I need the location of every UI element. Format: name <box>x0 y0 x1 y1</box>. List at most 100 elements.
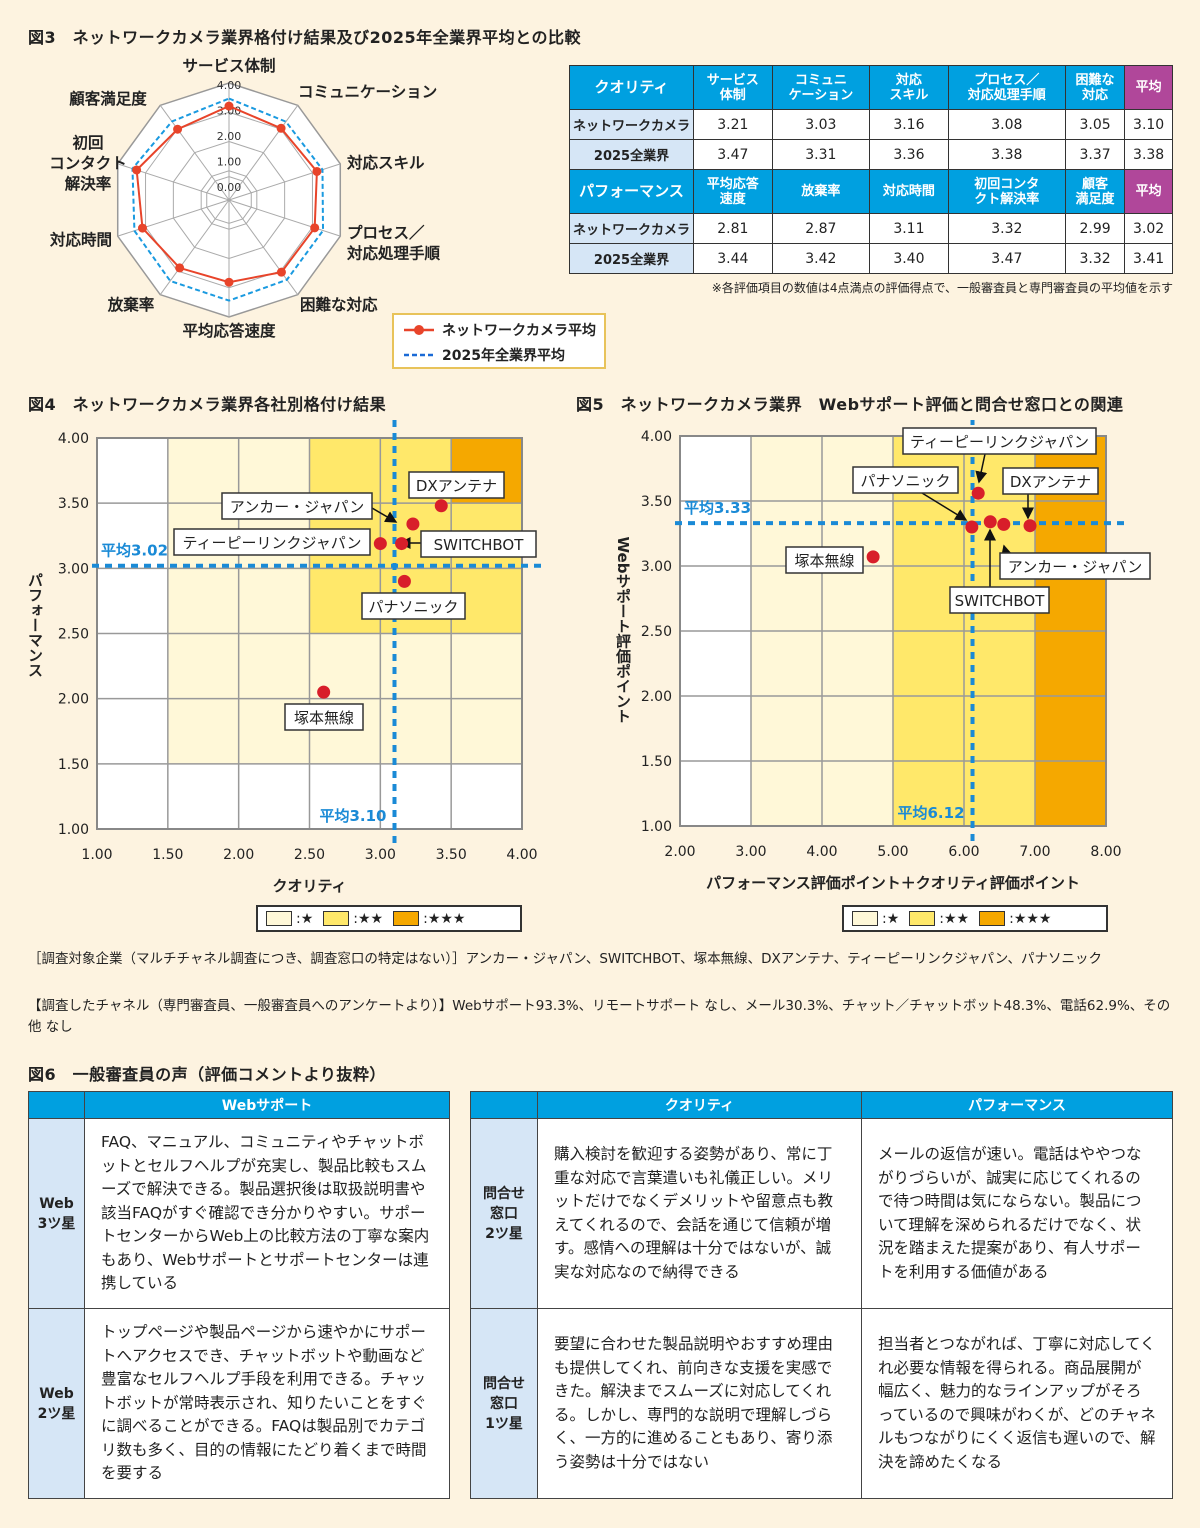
fig3-title: 図3 ネットワークカメラ業界格付け結果及び2025年全業界平均との比較 <box>28 28 582 47</box>
column-header: サービス 体制 <box>693 65 773 110</box>
radar-axis-label-line: 対応処理手順 <box>346 244 441 263</box>
point-label: 塚本無線 <box>294 709 354 727</box>
x-tick-label: 4.00 <box>806 844 837 860</box>
radar-tick-label: 4.00 <box>217 79 242 92</box>
y-tick-label: 1.50 <box>641 754 672 770</box>
data-point <box>173 124 183 134</box>
table-row: 2025全業界 3.44 3.42 3.40 3.47 3.32 3.41 <box>569 243 1173 274</box>
table-row: ネットワークカメラ 2.81 2.87 3.11 3.32 2.99 3.02 <box>569 213 1173 244</box>
point-label-box <box>999 552 1151 580</box>
legend-three-star: :★★★ <box>393 911 465 927</box>
column-header: 困難な 対応 <box>1064 65 1126 110</box>
column-header: 平均 <box>1124 65 1173 110</box>
point-label-box <box>173 528 371 556</box>
point-label: DXアンテナ <box>1010 473 1091 491</box>
table-row: Web 3ツ星 FAQ、マニュアル、コミュニティやチャットボットとセルフヘルプが充… <box>28 1118 450 1309</box>
legend-three-star: :★★★ <box>979 911 1051 927</box>
score-cell: 3.44 <box>693 243 773 274</box>
radar-axis-label-line: 初回 <box>72 133 103 152</box>
x-tick-label: 7.00 <box>1019 844 1050 860</box>
red-line-marker-icon <box>404 325 434 335</box>
series-line-all-industry <box>131 97 325 302</box>
point-label: ティーピーリンクジャパン <box>910 433 1089 451</box>
radar-axis-label: 放棄率 <box>107 295 155 314</box>
score-cell: 3.03 <box>771 109 871 140</box>
score-cell: 2.87 <box>771 213 871 244</box>
data-point <box>406 517 420 531</box>
column-header: 放棄率 <box>771 169 871 214</box>
y-tick-label: 1.00 <box>58 822 89 838</box>
row-label: ネットワークカメラ <box>569 213 694 244</box>
data-point <box>276 123 286 133</box>
average-x-label: 平均3.10 <box>319 807 386 825</box>
data-point <box>132 165 142 175</box>
score-cell: 3.11 <box>869 213 949 244</box>
legend-item-network: ネットワークカメラ平均 <box>402 320 596 340</box>
radar-legend: ネットワークカメラ平均 2025年全業界平均 <box>392 313 606 369</box>
score-cell: 3.36 <box>869 139 949 170</box>
radar-spoke <box>159 199 230 295</box>
x-tick-label: 1.00 <box>81 847 112 863</box>
point-label: 塚本無線 <box>794 552 854 570</box>
quality-header: クオリティ <box>537 1091 862 1119</box>
point-label: パナソニック <box>368 598 458 616</box>
x-tick-label: 3.00 <box>365 847 396 863</box>
radar-tick-label: 0.00 <box>217 181 242 194</box>
x-tick-label: 8.00 <box>1090 844 1121 860</box>
table-row: Web 2ツ星 トップページや製品ページから速やかにサポートへアクセスでき、チャッ… <box>28 1308 450 1499</box>
data-point <box>397 574 411 588</box>
data-point <box>866 550 880 564</box>
radar-axis-label-line: 対応時間 <box>49 230 112 249</box>
average-y-label: 平均3.33 <box>684 499 751 517</box>
radar-axis-label: 初回コンタクト解決率 <box>49 133 127 193</box>
x-tick-label: 3.00 <box>735 844 766 860</box>
callout-arrow <box>921 492 968 521</box>
fig6-contact-table: クオリティ パフォーマンス 問合せ 窓口 2ツ星 購入検討を歓迎する姿勢があり、常に… <box>470 1091 1173 1499</box>
point-label: SWITCHBOT <box>434 536 525 554</box>
x-tick-label: 2.50 <box>294 847 325 863</box>
fig3-note: ※各評価項目の数値は4点満点の評価得点で、一般審査員と専門審査員の平均値を示す <box>711 281 1173 295</box>
y-tick-label: 2.00 <box>58 692 89 708</box>
data-point <box>317 685 331 699</box>
score-cell: 3.40 <box>869 243 949 274</box>
radar-axis-label-line: プロセス／ <box>347 223 425 242</box>
column-header: プロセス／ 対応処理手順 <box>947 65 1066 110</box>
x-tick-label: 1.50 <box>152 847 183 863</box>
data-point <box>971 486 985 500</box>
column-header: 初回コンタ クト解決率 <box>947 169 1066 214</box>
radar-axis-label: プロセス／ 対応処理手順 <box>346 223 441 263</box>
column-header: パフォーマンス <box>569 169 694 214</box>
data-point <box>276 267 286 277</box>
legend-two-star: :★★ <box>323 911 383 927</box>
comment-cell: トップページや製品ページから速やかにサポートへアクセスでき、チャットボットや動画… <box>84 1308 450 1499</box>
point-label: DXアンテナ <box>416 477 497 495</box>
score-cell: 3.41 <box>1124 243 1173 274</box>
quality-comment: 要望に合わせた製品説明やおすすめ理由も提供してくれ、前向きな支援を実感できた。解… <box>537 1308 862 1499</box>
score-cell: 3.08 <box>947 109 1066 140</box>
x-tick-label: 3.50 <box>436 847 467 863</box>
radar-axis-label: 顧客満足度 <box>69 89 147 108</box>
radar-spoke <box>228 199 299 295</box>
radar-spoke <box>228 199 341 237</box>
header-row: クオリティ サービス 体制 コミュニ ケーション 対応 スキル プロセス／ 対応処理手順… <box>569 65 1173 110</box>
radar-axis-label: 困難な対応 <box>300 295 378 314</box>
fig5-legend: :★ :★★ :★★★ <box>842 905 1108 932</box>
radar-axis-label-line: 放棄率 <box>107 295 155 314</box>
radar-axis-label: 対応時間 <box>49 230 112 249</box>
score-cell: 3.05 <box>1064 109 1126 140</box>
data-point <box>310 223 320 233</box>
point-label-box <box>785 546 864 574</box>
point-label-box <box>361 592 466 620</box>
data-point <box>395 537 409 551</box>
legend-item-all: 2025年全業界平均 <box>402 345 565 365</box>
x-tick-label: 6.00 <box>948 844 979 860</box>
legend-two-star: :★★ <box>909 911 969 927</box>
score-cell: 3.32 <box>1064 243 1126 274</box>
comment-cell: FAQ、マニュアル、コミュニティやチャットボットとセルフヘルプが充実し、製品比較… <box>84 1118 450 1309</box>
table-row: ネットワークカメラ 3.21 3.03 3.16 3.08 3.05 3.10 <box>569 109 1173 140</box>
x-tick-label: 4.00 <box>506 847 537 863</box>
x-tick-label: 2.00 <box>664 844 695 860</box>
data-point <box>373 537 387 551</box>
row-label: Web 2ツ星 <box>28 1308 85 1499</box>
y-tick-label: 3.50 <box>58 496 89 512</box>
